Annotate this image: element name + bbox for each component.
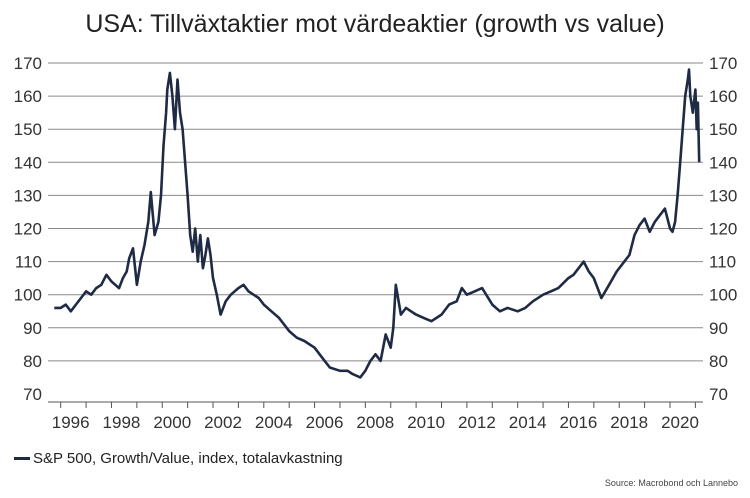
x-tick-label: 2012 [458, 413, 496, 432]
gridlines [48, 62, 703, 362]
chart-title: USA: Tillväxtaktier mot värdeaktier (gro… [85, 10, 665, 38]
x-tick-label: 1998 [103, 413, 141, 432]
legend: S&P 500, Growth/Value, index, totalavkas… [14, 450, 343, 467]
source-note: Source: Macrobond och Lannebo [604, 478, 738, 488]
y-tick-label-right: 110 [709, 253, 736, 272]
y-tick-label-left: 110 [15, 253, 42, 272]
x-tick-label: 2014 [509, 413, 547, 432]
y-tick-label-right: 150 [709, 120, 737, 139]
y-axis-left: 70 80 90 100 110 120 130 140 150 160 170 [14, 54, 42, 404]
y-tick-label-left: 140 [14, 153, 42, 172]
y-tick-label-right: 130 [709, 186, 737, 205]
y-tick-label-left: 90 [23, 319, 42, 338]
legend-swatch [14, 457, 30, 460]
y-axis-right: 70 80 90 100 110 120 130 140 150 160 170 [709, 54, 737, 404]
y-tick-label-left: 160 [14, 87, 42, 106]
x-tick-label: 2008 [356, 413, 394, 432]
y-tick-label-right: 70 [709, 385, 728, 404]
x-tick-label: 2002 [204, 413, 242, 432]
series-line-growth-value [54, 68, 701, 379]
x-tick-label: 2004 [255, 413, 293, 432]
x-tick-label: 1996 [52, 413, 90, 432]
y-tick-label-left: 170 [14, 54, 42, 73]
y-tick-label-left: 100 [14, 286, 42, 305]
y-tick-label-right: 160 [709, 87, 737, 106]
x-tick-label: 2000 [153, 413, 191, 432]
legend-label: S&P 500, Growth/Value, index, totalavkas… [33, 450, 343, 467]
y-tick-label-left: 70 [23, 385, 42, 404]
y-tick-label-right: 120 [709, 220, 737, 239]
x-tick-label: 2010 [407, 413, 445, 432]
x-tick-label: 2018 [610, 413, 648, 432]
y-tick-label-right: 80 [709, 352, 728, 371]
y-tick-label-right: 140 [709, 153, 737, 172]
y-tick-label-left: 150 [14, 120, 42, 139]
y-tick-label-right: 170 [709, 54, 737, 73]
y-tick-label-left: 130 [14, 186, 42, 205]
x-tick-label: 2020 [661, 413, 699, 432]
y-tick-label-left: 120 [14, 220, 42, 239]
x-tick-label: 2016 [560, 413, 598, 432]
x-tick-label: 2006 [306, 413, 344, 432]
y-tick-label-right: 100 [709, 286, 737, 305]
x-axis: 1996 1998 2000 2002 2004 2006 2008 2010 2012 2014… [52, 402, 699, 432]
y-tick-label-right: 90 [709, 319, 728, 338]
y-tick-label-left: 80 [23, 352, 42, 371]
